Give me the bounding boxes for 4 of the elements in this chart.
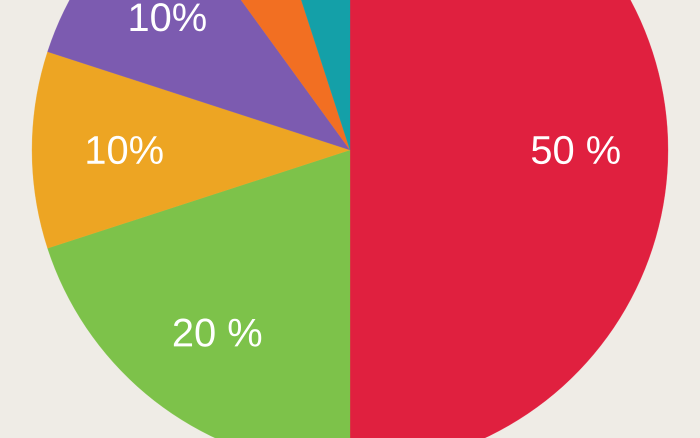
data-label: 50 %: [532, 136, 620, 164]
data-label: 10%: [130, 3, 206, 32]
data-label: 10%: [87, 136, 163, 164]
data-label: 20 %: [174, 318, 262, 347]
